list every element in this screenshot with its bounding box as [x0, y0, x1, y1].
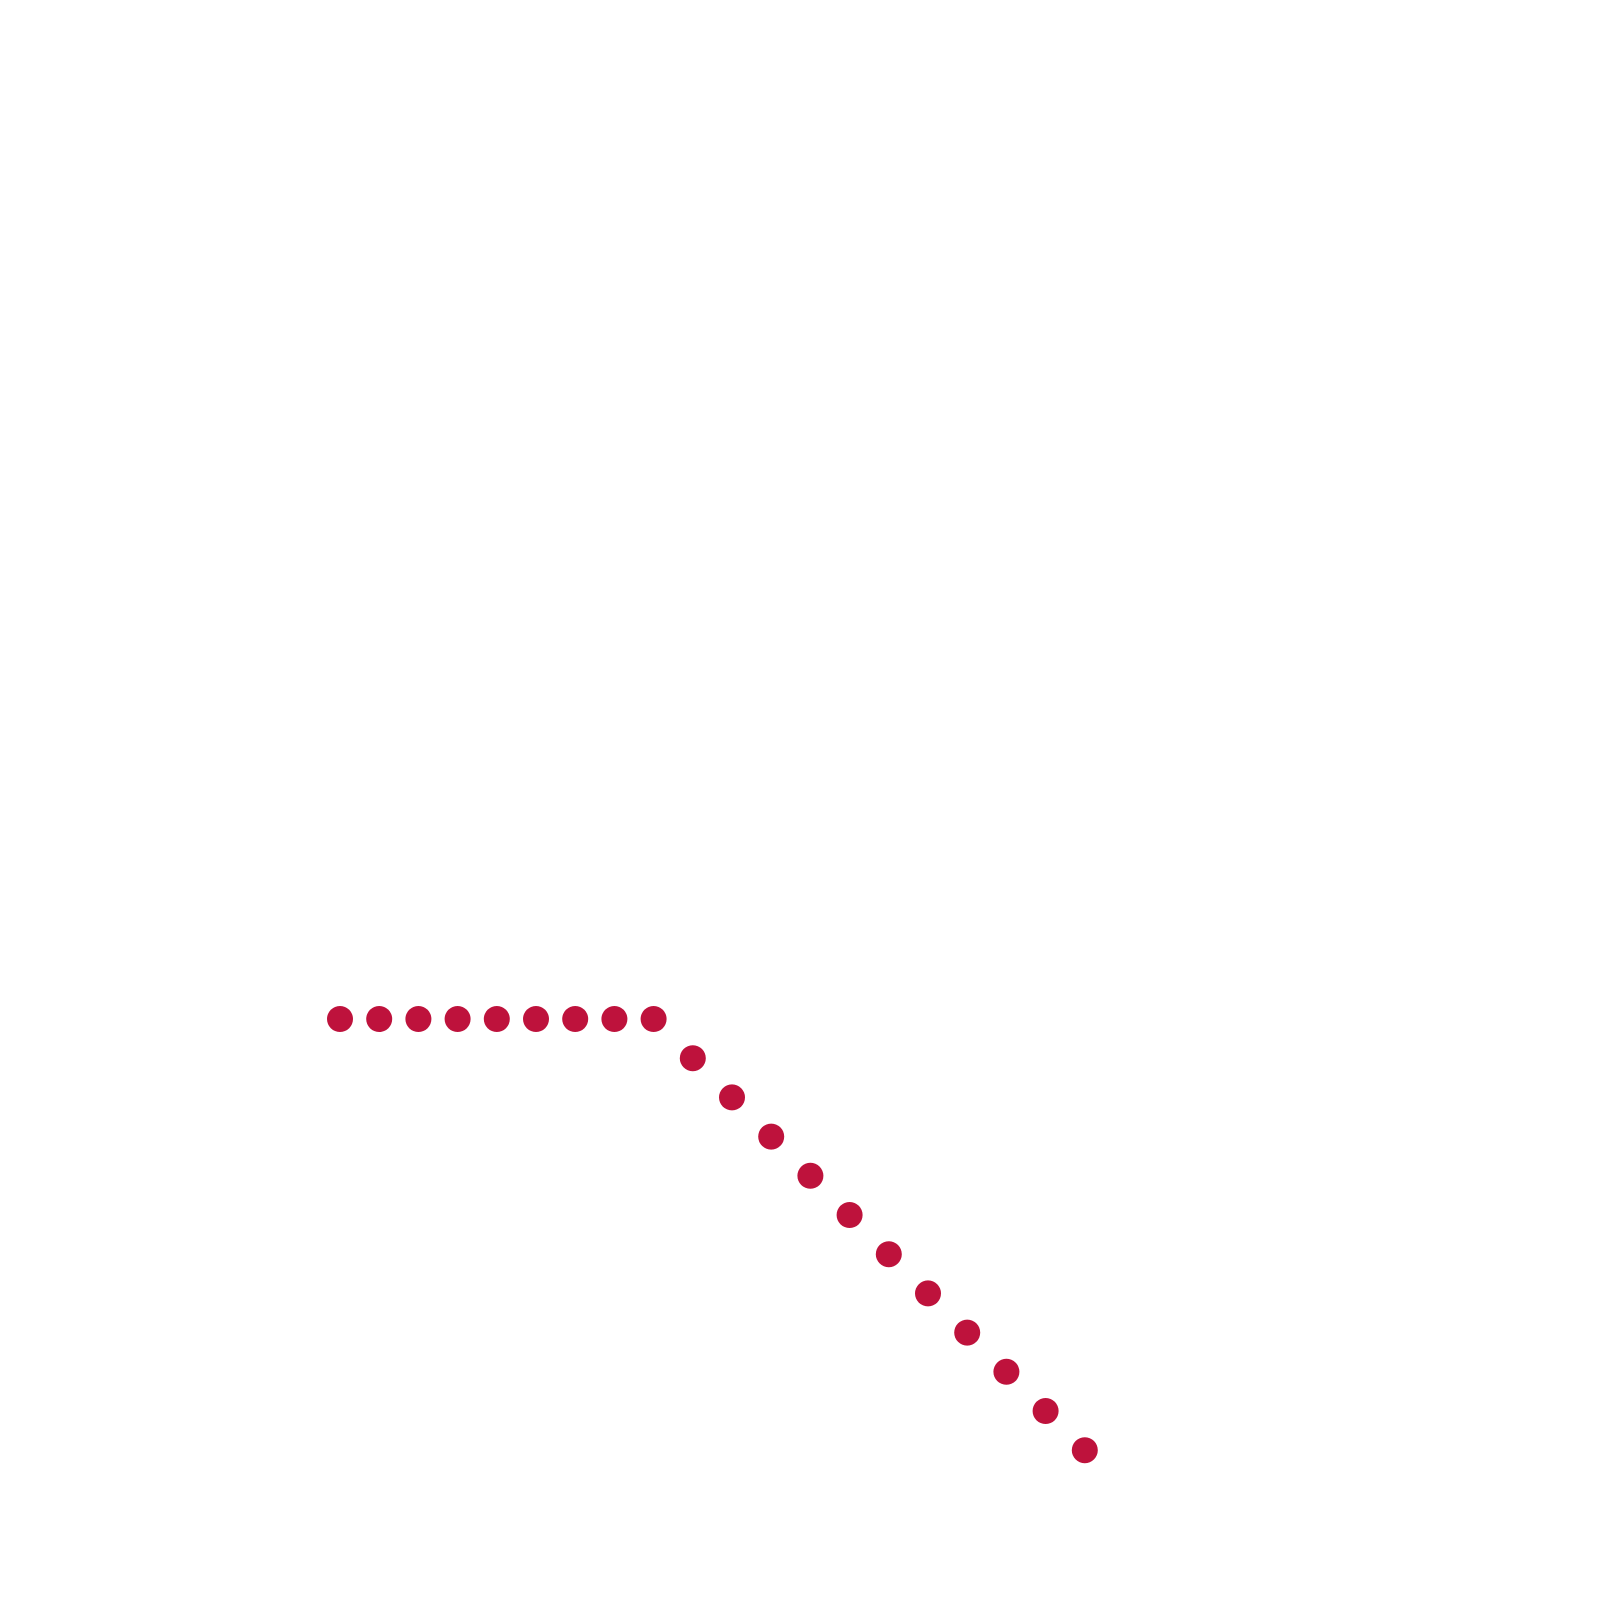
dot-path [327, 1006, 1098, 1464]
dot-12 [758, 1123, 785, 1150]
dot-20 [1071, 1437, 1098, 1464]
dot-3 [405, 1006, 432, 1032]
dot-7 [562, 1006, 589, 1032]
dot-6 [523, 1006, 549, 1032]
dot-18 [993, 1358, 1020, 1385]
dot-19 [1032, 1398, 1059, 1424]
dot-1 [327, 1006, 353, 1032]
dot-4 [444, 1006, 471, 1032]
dot-16 [915, 1280, 941, 1307]
dot-10 [679, 1045, 706, 1072]
dot-17 [954, 1319, 981, 1346]
dot-14 [836, 1202, 863, 1228]
dot-2 [366, 1006, 393, 1032]
dot-11 [719, 1084, 745, 1111]
dot-8 [601, 1006, 628, 1032]
dot-5 [483, 1006, 510, 1032]
dot-13 [797, 1162, 824, 1189]
dot-9 [640, 1006, 667, 1032]
dot-15 [875, 1241, 902, 1268]
